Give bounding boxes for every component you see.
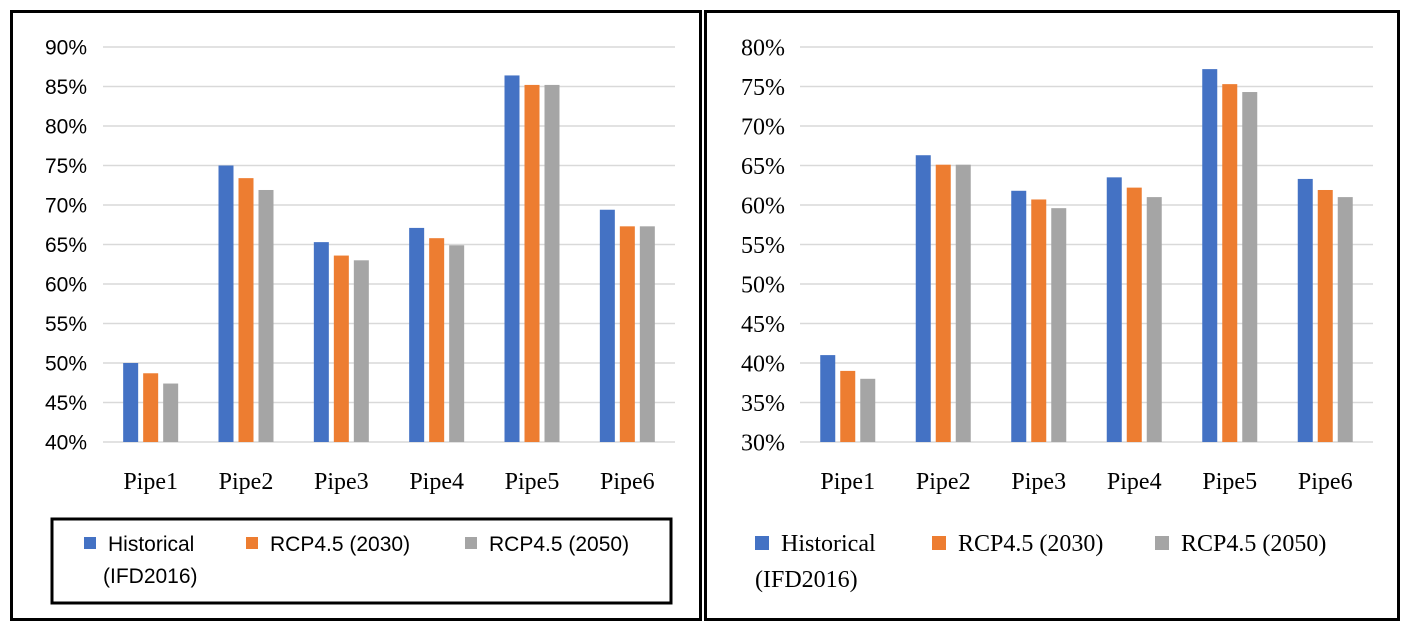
bar-pipe4-series-3 bbox=[449, 245, 465, 442]
y-tick-label: 55% bbox=[741, 233, 785, 259]
bar-pipe5-series-3 bbox=[1242, 92, 1258, 442]
bar-pipe6-series-3 bbox=[1337, 197, 1353, 442]
legend-swatch-rcp2030 bbox=[246, 537, 258, 549]
y-tick-label: 70% bbox=[45, 195, 87, 218]
x-category-label: Pipe2 bbox=[916, 469, 971, 495]
legend-label-rcp2030: RCP4.5 (2030) bbox=[270, 533, 410, 556]
y-tick-label: 90% bbox=[45, 37, 87, 60]
bar-pipe2-series-2 bbox=[935, 164, 951, 442]
y-tick-label: 60% bbox=[741, 194, 785, 220]
bar-pipe1-series-3 bbox=[163, 383, 179, 442]
x-category-label: Pipe2 bbox=[219, 469, 274, 495]
x-category-label: Pipe4 bbox=[409, 469, 464, 495]
right-chart-panel: 30% 35% 40% 45% 50% 55% 60% 65% 70% 75% 80% Pipe1 Pi… bbox=[704, 10, 1400, 621]
bar-pipe2-series-1 bbox=[218, 165, 234, 442]
bar-pipe5-series-1 bbox=[1202, 69, 1218, 442]
bar-pipe2-series-2 bbox=[238, 178, 254, 442]
x-category-label: Pipe1 bbox=[820, 469, 875, 495]
bar-pipe1-series-3 bbox=[860, 378, 876, 442]
bar-pipe5-series-1 bbox=[504, 75, 520, 442]
y-tick-label: 50% bbox=[741, 273, 785, 299]
bar-pipe3-series-2 bbox=[1031, 199, 1047, 442]
bar-pipe2-series-3 bbox=[955, 164, 971, 442]
bar-pipe6-series-2 bbox=[1317, 189, 1333, 442]
bar-pipe4-series-1 bbox=[409, 227, 425, 442]
bar-pipe3-series-3 bbox=[353, 260, 369, 442]
bar-pipe5-series-2 bbox=[524, 84, 540, 443]
legend-swatch-historical bbox=[755, 536, 769, 550]
legend-label-historical: Historical bbox=[781, 531, 876, 557]
bar-pipe6-series-2 bbox=[619, 226, 635, 442]
bar-pipe5-series-3 bbox=[544, 84, 560, 443]
y-tick-label: 75% bbox=[741, 75, 785, 101]
bar-pipe3-series-3 bbox=[1051, 208, 1067, 442]
legend-label-rcp2050: RCP4.5 (2050) bbox=[1181, 531, 1326, 557]
y-tick-label: 60% bbox=[45, 274, 87, 297]
bar-pipe3-series-1 bbox=[313, 242, 329, 442]
y-tick-label: 85% bbox=[45, 76, 87, 99]
legend-label-rcp2050: RCP4.5 (2050) bbox=[489, 533, 629, 556]
y-tick-label: 35% bbox=[741, 391, 785, 417]
legend-label-historical-line2: (IFD2016) bbox=[755, 567, 858, 593]
bar-pipe6-series-1 bbox=[599, 209, 615, 442]
bar-pipe4-series-1 bbox=[1106, 177, 1122, 442]
legend-label-historical: Historical bbox=[108, 533, 194, 556]
y-tick-label: 80% bbox=[45, 116, 87, 139]
y-tick-label: 55% bbox=[45, 313, 87, 336]
bar-pipe6-series-3 bbox=[639, 226, 655, 442]
x-category-label: Pipe3 bbox=[314, 469, 369, 495]
x-category-label: Pipe1 bbox=[123, 469, 178, 495]
bar-pipe3-series-1 bbox=[1011, 190, 1027, 442]
legend-swatch-rcp2050 bbox=[1155, 536, 1169, 550]
bar-pipe1-series-2 bbox=[840, 370, 856, 442]
bar-pipe4-series-2 bbox=[1126, 187, 1142, 442]
legend-label-historical-line2: (IFD2016) bbox=[103, 565, 198, 588]
y-tick-label: 30% bbox=[741, 431, 785, 457]
y-tick-label: 45% bbox=[741, 312, 785, 338]
y-tick-label: 80% bbox=[741, 36, 785, 62]
bar-pipe4-series-3 bbox=[1146, 197, 1162, 442]
bar-pipe3-series-2 bbox=[333, 255, 349, 442]
legend-swatch-historical bbox=[84, 537, 96, 549]
y-tick-label: 45% bbox=[45, 392, 87, 415]
bar-pipe4-series-2 bbox=[429, 238, 445, 442]
bar-pipe5-series-2 bbox=[1222, 84, 1238, 442]
bar-pipe2-series-1 bbox=[915, 155, 931, 443]
y-tick-label: 40% bbox=[45, 432, 87, 455]
x-category-label: Pipe4 bbox=[1107, 469, 1162, 495]
legend-label-rcp2030: RCP4.5 (2030) bbox=[958, 531, 1103, 557]
x-category-label: Pipe5 bbox=[1202, 469, 1257, 495]
x-category-label: Pipe3 bbox=[1011, 469, 1066, 495]
y-tick-label: 65% bbox=[45, 234, 87, 257]
legend-swatch-rcp2030 bbox=[932, 536, 946, 550]
legend-swatch-rcp2050 bbox=[465, 537, 477, 549]
x-category-label: Pipe6 bbox=[600, 469, 655, 495]
x-category-label: Pipe6 bbox=[1298, 469, 1353, 495]
y-tick-label: 75% bbox=[45, 155, 87, 178]
right-bar-chart: 30% 35% 40% 45% 50% 55% 60% 65% 70% 75% 80% Pipe1 Pi… bbox=[741, 36, 1373, 593]
legend-box bbox=[50, 517, 673, 605]
bar-pipe1-series-1 bbox=[123, 363, 139, 442]
bar-pipe2-series-3 bbox=[258, 189, 274, 442]
bar-pipe1-series-1 bbox=[820, 355, 836, 442]
left-bar-chart: 40% 45% 50% 55% 60% 65% 70% 75% 80% 85% 90% Pipe1 Pi… bbox=[45, 37, 675, 605]
x-category-label: Pipe5 bbox=[505, 469, 560, 495]
left-chart-panel: 40% 45% 50% 55% 60% 65% 70% 75% 80% 85% 90% Pipe1 Pi… bbox=[10, 10, 702, 621]
bar-pipe1-series-2 bbox=[143, 373, 159, 442]
y-tick-label: 65% bbox=[741, 154, 785, 180]
y-tick-label: 40% bbox=[741, 352, 785, 378]
bar-pipe6-series-1 bbox=[1297, 178, 1313, 442]
y-tick-label: 50% bbox=[45, 353, 87, 376]
y-tick-label: 70% bbox=[741, 115, 785, 141]
